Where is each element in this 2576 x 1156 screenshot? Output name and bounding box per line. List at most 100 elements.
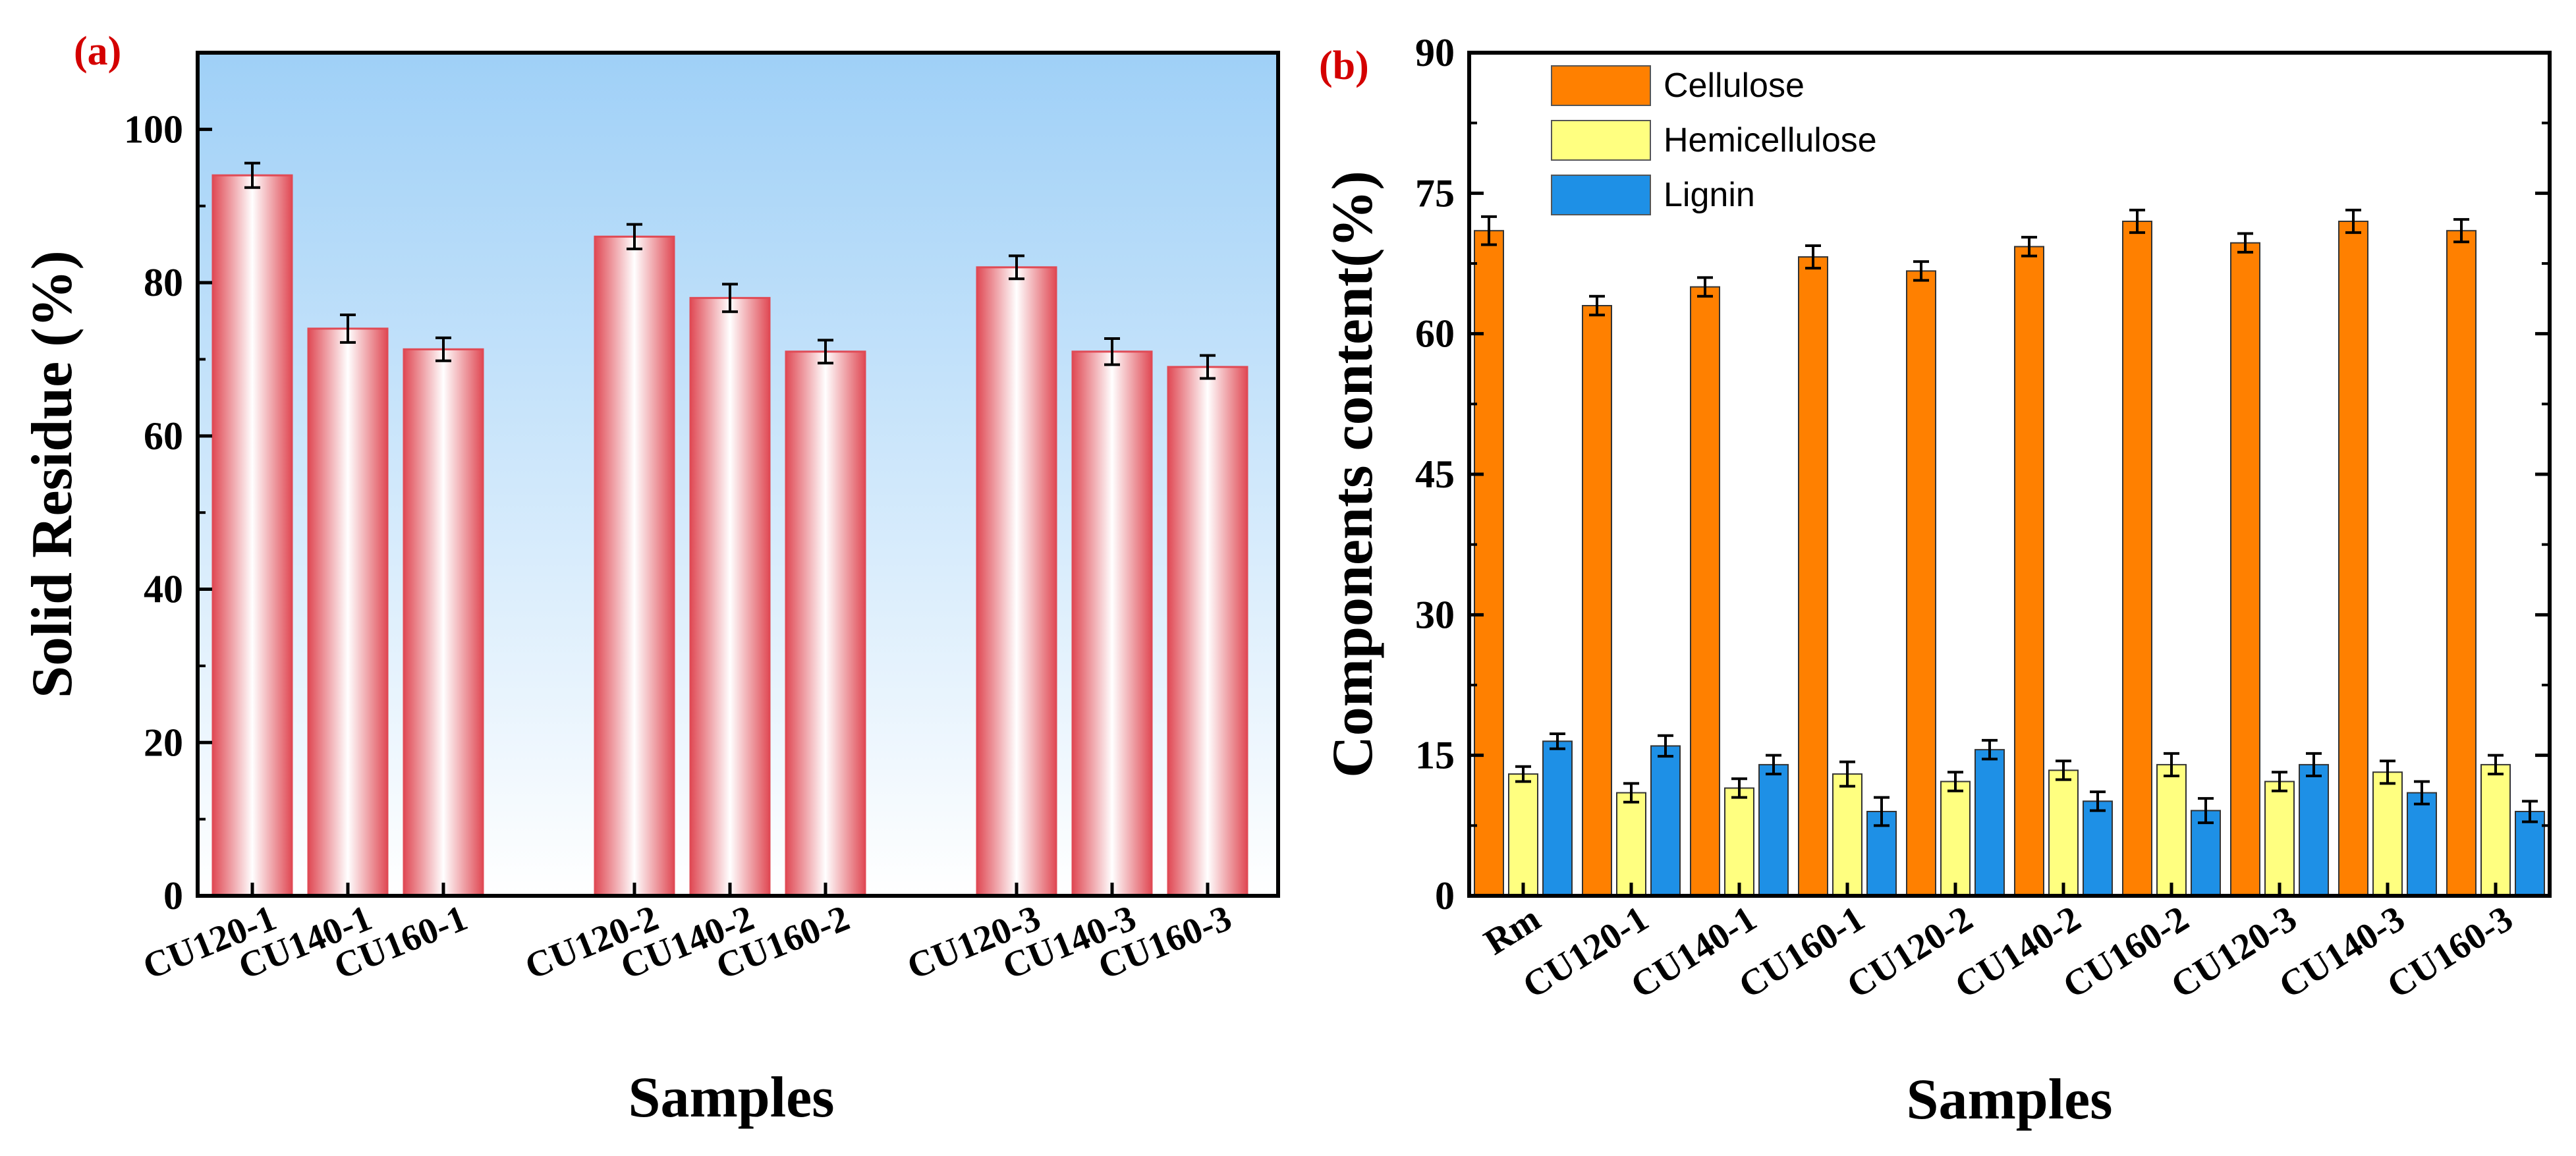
y-tick-label: 30 xyxy=(1415,593,1455,636)
legend-swatch-hemicellulose xyxy=(1551,120,1651,161)
bar-hemicellulose-cu160-1 xyxy=(1832,773,1862,896)
error-bar-lignin-cu160-2 xyxy=(2198,797,2214,825)
bar-cu140-3 xyxy=(1071,350,1153,897)
error-bar-cellulose-cu160-3 xyxy=(2453,218,2469,244)
error-bar-lignin-rm xyxy=(1550,732,1565,750)
y-tick-label: 75 xyxy=(1415,171,1455,215)
legend-swatch-lignin xyxy=(1551,175,1651,215)
chart-a-y-axis-title: Solid Residue (%) xyxy=(20,250,84,698)
bar-lignin-cu140-3 xyxy=(2407,792,2437,896)
bar-lignin-cu160-3 xyxy=(2515,811,2545,896)
error-bar-hemicellulose-cu120-3 xyxy=(2272,771,2287,792)
error-bar-cu160-1 xyxy=(435,336,451,362)
chart-b-panel-label: (b) xyxy=(1319,43,1369,88)
error-bar-cellulose-cu120-1 xyxy=(1589,294,1605,317)
error-bar-cellulose-cu140-3 xyxy=(2345,208,2361,234)
error-bar-cellulose-cu160-2 xyxy=(2129,208,2145,234)
bar-cellulose-cu120-3 xyxy=(2230,242,2260,896)
bar-hemicellulose-cu140-1 xyxy=(1724,787,1754,897)
error-bar-hemicellulose-cu120-1 xyxy=(1623,782,1639,804)
y-tick-label: 15 xyxy=(1415,734,1455,777)
error-bar-cellulose-cu120-3 xyxy=(2237,232,2253,254)
bar-lignin-cu120-2 xyxy=(1974,749,2005,896)
chart-b-x-axis-title: Samples xyxy=(1907,1068,2113,1132)
bar-cellulose-cu120-2 xyxy=(1906,270,1936,896)
error-bar-cellulose-cu140-2 xyxy=(2021,236,2037,258)
error-bar-lignin-cu120-3 xyxy=(2306,752,2322,777)
error-bar-lignin-cu120-2 xyxy=(1982,738,1998,761)
bar-cu120-2 xyxy=(594,235,675,897)
error-bar-cu140-3 xyxy=(1104,337,1120,366)
bar-hemicellulose-cu160-2 xyxy=(2156,763,2187,897)
legend-label-hemicellulose: Hemicellulose xyxy=(1664,121,1877,159)
error-bar-cu160-2 xyxy=(818,339,833,365)
x-tick-label: Rm xyxy=(1477,898,1548,963)
bar-hemicellulose-cu140-2 xyxy=(2048,769,2079,897)
bar-lignin-cu120-1 xyxy=(1650,745,1681,897)
bar-lignin-cu140-1 xyxy=(1758,763,1789,897)
legend-label-cellulose: Cellulose xyxy=(1664,67,1805,105)
y-tick-label: 45 xyxy=(1415,453,1455,496)
error-bar-hemicellulose-cu140-1 xyxy=(1731,777,1747,799)
chart-b-legend: Cellulose Hemicellulose Lignin xyxy=(1551,65,1877,215)
bar-cellulose-cu120-1 xyxy=(1582,305,1612,896)
bar-cellulose-cu160-3 xyxy=(2446,230,2477,896)
error-bar-hemicellulose-cu160-2 xyxy=(2164,752,2179,777)
chart-b: (b) 0153045607590RmCU120-1CU140-1CU160-1… xyxy=(1319,31,2552,1132)
error-bar-cellulose-cu120-2 xyxy=(1913,260,1929,282)
bar-lignin-cu120-3 xyxy=(2299,763,2329,897)
chart-a-x-axis-title: Samples xyxy=(629,1066,835,1130)
y-tick-label: 60 xyxy=(1415,312,1455,356)
error-bar-lignin-cu140-3 xyxy=(2414,780,2430,806)
bar-cu160-1 xyxy=(403,348,484,897)
chart-b-frame xyxy=(1467,51,2552,898)
bar-hemicellulose-cu120-1 xyxy=(1616,792,1646,896)
y-tick-label: 60 xyxy=(144,414,183,458)
y-tick-label: 100 xyxy=(124,107,183,151)
bar-cellulose-cu160-1 xyxy=(1798,256,1828,896)
error-bar-hemicellulose-cu160-3 xyxy=(2488,754,2504,776)
bar-cu160-3 xyxy=(1167,366,1248,897)
bar-lignin-cu140-2 xyxy=(2083,800,2113,897)
error-bar-hemicellulose-cu160-1 xyxy=(1839,760,1855,788)
error-bar-hemicellulose-cu140-3 xyxy=(2380,759,2395,785)
legend-label-lignin: Lignin xyxy=(1664,176,1755,214)
error-bar-cu140-1 xyxy=(340,313,356,344)
legend-swatch-cellulose xyxy=(1551,65,1651,106)
bar-lignin-rm xyxy=(1542,740,1573,897)
chart-a-panel-label: (a) xyxy=(74,29,121,74)
y-tick-label: 0 xyxy=(1435,874,1455,918)
y-tick-label: 80 xyxy=(144,261,183,304)
error-bar-lignin-cu140-1 xyxy=(1766,754,1781,776)
bar-cellulose-cu160-2 xyxy=(2122,221,2152,896)
error-bar-cellulose-cu160-1 xyxy=(1805,244,1821,270)
bar-cellulose-cu140-2 xyxy=(2014,246,2044,896)
bar-hemicellulose-cu120-3 xyxy=(2264,781,2295,896)
error-bar-cu120-3 xyxy=(1009,254,1024,281)
error-bar-cu120-1 xyxy=(244,161,260,189)
error-bar-cu140-2 xyxy=(722,283,738,314)
error-bar-lignin-cu140-2 xyxy=(2090,790,2106,812)
error-bar-lignin-cu120-1 xyxy=(1658,734,1673,758)
bar-cellulose-cu140-3 xyxy=(2338,221,2368,896)
bar-hemicellulose-cu140-3 xyxy=(2372,771,2403,897)
bar-cu120-3 xyxy=(976,266,1057,897)
error-bar-cu120-2 xyxy=(627,223,642,250)
bar-cu140-2 xyxy=(689,296,771,897)
error-bar-cu160-3 xyxy=(1200,354,1216,380)
bar-hemicellulose-cu120-2 xyxy=(1940,781,1971,896)
bar-cu140-1 xyxy=(307,327,389,897)
chart-b-y-axis-title: Components content(%) xyxy=(1321,171,1385,778)
y-tick-label: 40 xyxy=(144,568,183,611)
error-bar-cellulose-rm xyxy=(1481,215,1497,246)
x-tick-label: CU160-3 xyxy=(2380,898,2520,1006)
bar-hemicellulose-rm xyxy=(1508,773,1538,896)
error-bar-lignin-cu160-1 xyxy=(1874,796,1890,827)
chart-a-frame xyxy=(196,51,1280,898)
error-bar-hemicellulose-cu140-2 xyxy=(2056,759,2071,781)
bar-cu120-1 xyxy=(211,174,293,897)
bar-hemicellulose-cu160-3 xyxy=(2480,763,2511,897)
y-tick-label: 90 xyxy=(1415,31,1455,74)
